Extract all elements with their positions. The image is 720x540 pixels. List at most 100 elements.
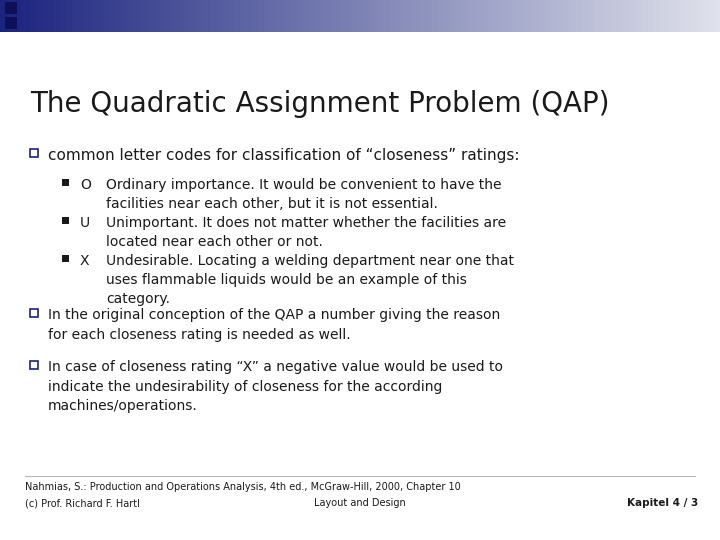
Bar — [161, 0, 164, 32]
Bar — [297, 0, 301, 32]
Bar — [225, 0, 229, 32]
Bar — [207, 0, 210, 32]
Bar — [365, 0, 368, 32]
Bar — [94, 0, 97, 32]
Bar — [281, 0, 284, 32]
Bar — [77, 0, 80, 32]
Bar — [603, 0, 606, 32]
Bar — [418, 0, 421, 32]
Bar — [55, 0, 58, 32]
Bar — [703, 0, 706, 32]
Bar — [713, 0, 716, 32]
Bar — [245, 0, 248, 32]
Bar — [5, 17, 17, 29]
Bar — [430, 0, 433, 32]
Bar — [398, 0, 402, 32]
Bar — [495, 0, 498, 32]
Bar — [675, 0, 678, 32]
Bar — [542, 0, 546, 32]
Bar — [545, 0, 548, 32]
Bar — [449, 0, 452, 32]
Bar — [163, 0, 166, 32]
Bar — [626, 0, 630, 32]
Bar — [701, 0, 704, 32]
Bar — [233, 0, 236, 32]
Bar — [607, 0, 611, 32]
Bar — [99, 0, 102, 32]
Bar — [552, 0, 555, 32]
Bar — [410, 0, 414, 32]
Bar — [250, 0, 253, 32]
Bar — [571, 0, 575, 32]
Bar — [290, 0, 294, 32]
Bar — [132, 0, 135, 32]
Bar — [168, 0, 171, 32]
Bar — [67, 0, 71, 32]
Bar — [468, 0, 472, 32]
Bar — [482, 0, 486, 32]
Bar — [24, 0, 27, 32]
Bar — [379, 0, 382, 32]
Bar — [185, 0, 188, 32]
Bar — [516, 0, 519, 32]
Bar — [204, 0, 207, 32]
Bar — [643, 0, 647, 32]
Text: common letter codes for classification of “closeness” ratings:: common letter codes for classification o… — [48, 148, 520, 163]
Bar — [715, 0, 719, 32]
Bar — [595, 0, 598, 32]
Bar — [574, 0, 577, 32]
Bar — [166, 0, 169, 32]
Bar — [470, 0, 474, 32]
Bar — [480, 0, 483, 32]
Bar — [53, 0, 56, 32]
Bar — [540, 0, 544, 32]
Bar — [446, 0, 450, 32]
Bar — [0, 0, 4, 32]
Bar — [567, 0, 570, 32]
Bar — [17, 0, 20, 32]
Bar — [636, 0, 639, 32]
Bar — [413, 0, 416, 32]
Bar — [547, 0, 551, 32]
Bar — [360, 0, 364, 32]
Bar — [45, 0, 49, 32]
Bar — [581, 0, 584, 32]
Bar — [665, 0, 668, 32]
Bar — [305, 0, 308, 32]
Bar — [621, 0, 625, 32]
Bar — [101, 0, 104, 32]
Bar — [576, 0, 580, 32]
Bar — [266, 0, 270, 32]
Bar — [504, 0, 508, 32]
Bar — [538, 0, 541, 32]
Bar — [382, 0, 385, 32]
Bar — [396, 0, 400, 32]
Bar — [549, 0, 553, 32]
Bar — [660, 0, 663, 32]
Bar — [295, 0, 299, 32]
Bar — [682, 0, 685, 32]
Bar — [293, 0, 296, 32]
Bar — [387, 0, 390, 32]
Bar — [377, 0, 380, 32]
Bar — [31, 0, 35, 32]
Bar — [79, 0, 83, 32]
Bar — [691, 0, 695, 32]
Bar — [531, 0, 534, 32]
Bar — [401, 0, 404, 32]
Bar — [312, 0, 315, 32]
Text: Unimportant. It does not matter whether the facilities are
located near each oth: Unimportant. It does not matter whether … — [106, 216, 506, 249]
Bar — [610, 0, 613, 32]
Bar — [214, 0, 217, 32]
Bar — [247, 0, 251, 32]
Bar — [182, 0, 186, 32]
Bar — [617, 0, 620, 32]
Bar — [60, 0, 63, 32]
Bar — [578, 0, 582, 32]
Bar — [110, 0, 114, 32]
Bar — [518, 0, 522, 32]
Bar — [394, 0, 397, 32]
Bar — [22, 0, 25, 32]
Bar — [216, 0, 220, 32]
Bar — [557, 0, 560, 32]
